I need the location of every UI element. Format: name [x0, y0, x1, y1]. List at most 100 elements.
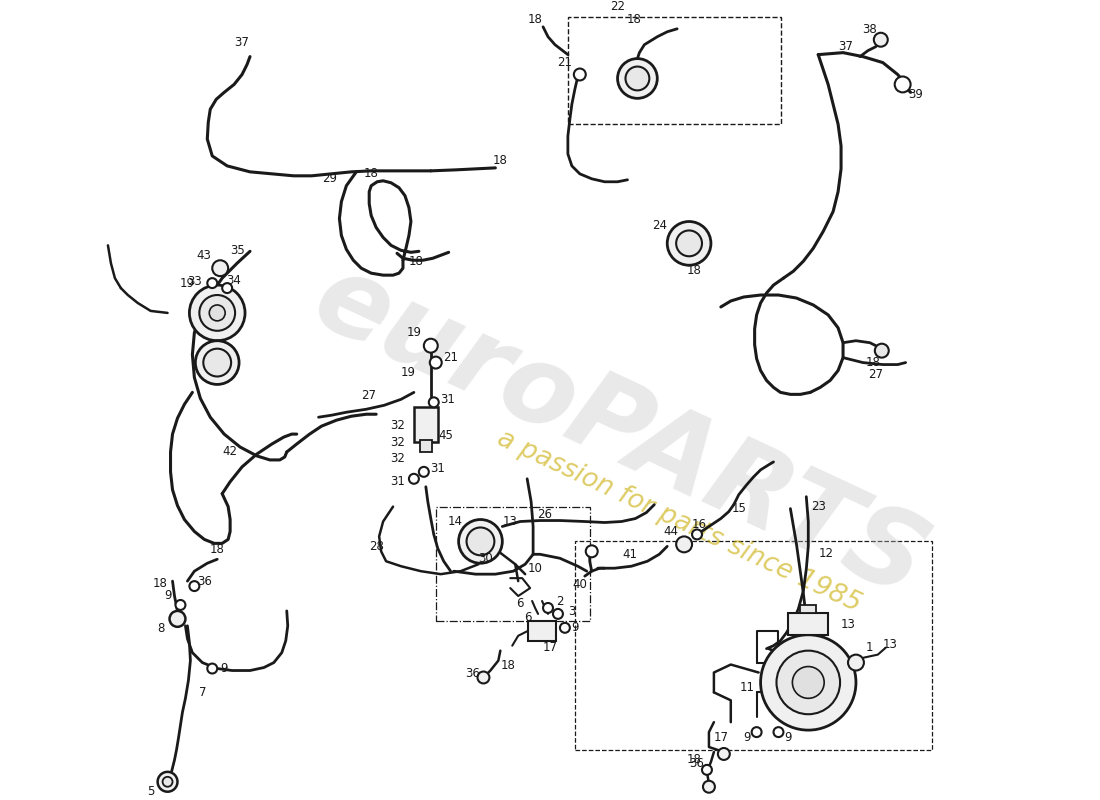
Text: 9: 9	[164, 589, 172, 602]
Text: 39: 39	[909, 88, 923, 101]
Text: a passion for parts since 1985: a passion for parts since 1985	[493, 426, 866, 618]
Text: 29: 29	[322, 172, 337, 186]
Text: 9: 9	[784, 730, 792, 743]
Text: 36: 36	[465, 667, 480, 680]
Circle shape	[459, 519, 503, 563]
Circle shape	[212, 260, 228, 276]
Text: 24: 24	[652, 219, 667, 232]
Bar	[575, 542, 933, 750]
Text: 36: 36	[690, 758, 704, 770]
Circle shape	[586, 546, 597, 558]
Circle shape	[692, 530, 702, 539]
Text: 21: 21	[558, 56, 572, 69]
Circle shape	[873, 33, 888, 46]
Text: 27: 27	[868, 368, 883, 381]
Circle shape	[543, 603, 553, 613]
Text: 14: 14	[448, 515, 463, 528]
Circle shape	[718, 748, 729, 760]
Circle shape	[196, 341, 239, 385]
Bar	[414, 407, 438, 442]
Text: 18: 18	[686, 264, 702, 277]
Text: 35: 35	[230, 244, 244, 257]
Circle shape	[466, 527, 494, 555]
Bar	[420, 440, 432, 452]
Text: 34: 34	[227, 274, 242, 286]
Circle shape	[429, 398, 439, 407]
Circle shape	[169, 611, 186, 627]
Bar	[789, 613, 828, 634]
Text: 15: 15	[732, 502, 746, 515]
Text: 32: 32	[390, 453, 406, 466]
Circle shape	[430, 357, 442, 369]
Text: 31: 31	[430, 462, 446, 475]
Text: 22: 22	[610, 1, 625, 14]
Circle shape	[477, 671, 490, 683]
Circle shape	[574, 69, 586, 81]
Text: 31: 31	[390, 475, 406, 488]
Circle shape	[176, 600, 186, 610]
Text: 18: 18	[493, 154, 508, 167]
Text: 17: 17	[714, 730, 728, 743]
Circle shape	[848, 654, 864, 670]
Circle shape	[419, 467, 429, 477]
Text: 18: 18	[500, 659, 516, 672]
Text: 42: 42	[222, 446, 238, 458]
Text: 13: 13	[840, 618, 856, 631]
Circle shape	[777, 650, 840, 714]
Text: 43: 43	[197, 249, 211, 262]
Text: 2: 2	[557, 595, 563, 609]
Text: 32: 32	[390, 435, 406, 449]
Circle shape	[626, 66, 649, 90]
Bar	[801, 605, 816, 613]
Circle shape	[204, 349, 231, 377]
Text: 11: 11	[739, 681, 755, 694]
Circle shape	[874, 344, 889, 358]
Text: 12: 12	[818, 547, 834, 560]
Text: 41: 41	[621, 548, 637, 561]
Circle shape	[702, 765, 712, 775]
Circle shape	[668, 222, 711, 266]
Text: 10: 10	[528, 562, 542, 574]
Circle shape	[222, 283, 232, 293]
Text: 18: 18	[408, 254, 424, 268]
Circle shape	[751, 727, 761, 737]
Bar	[568, 17, 781, 124]
Text: 18: 18	[866, 356, 880, 369]
Circle shape	[703, 781, 715, 793]
Circle shape	[553, 609, 563, 619]
Circle shape	[676, 537, 692, 552]
Text: 18: 18	[627, 14, 642, 26]
Circle shape	[157, 772, 177, 792]
Text: 45: 45	[438, 429, 453, 442]
Bar	[436, 506, 590, 621]
Text: 1: 1	[866, 641, 873, 654]
Text: 33: 33	[187, 274, 201, 288]
Text: 18: 18	[686, 754, 702, 766]
Circle shape	[189, 581, 199, 591]
Text: 19: 19	[406, 326, 421, 339]
Text: 7: 7	[199, 686, 206, 699]
Circle shape	[409, 474, 419, 484]
Text: 18: 18	[153, 577, 168, 590]
Text: 44: 44	[663, 525, 679, 538]
Text: euroPARTS: euroPARTS	[297, 244, 942, 620]
Bar	[528, 621, 556, 641]
Circle shape	[676, 230, 702, 256]
Circle shape	[560, 623, 570, 633]
Text: 21: 21	[443, 351, 459, 364]
Circle shape	[773, 727, 783, 737]
Text: 9: 9	[742, 730, 750, 743]
Circle shape	[760, 634, 856, 730]
Text: 6: 6	[525, 611, 532, 624]
Text: 37: 37	[234, 36, 250, 50]
Circle shape	[424, 338, 438, 353]
Text: 19: 19	[180, 277, 195, 290]
Text: 13: 13	[503, 515, 518, 528]
Text: 9: 9	[571, 622, 579, 634]
Text: 18: 18	[364, 167, 378, 180]
Text: 32: 32	[390, 418, 406, 432]
Circle shape	[209, 305, 226, 321]
Text: 3: 3	[569, 606, 575, 618]
Text: 8: 8	[157, 622, 164, 635]
Text: 5: 5	[147, 786, 154, 798]
